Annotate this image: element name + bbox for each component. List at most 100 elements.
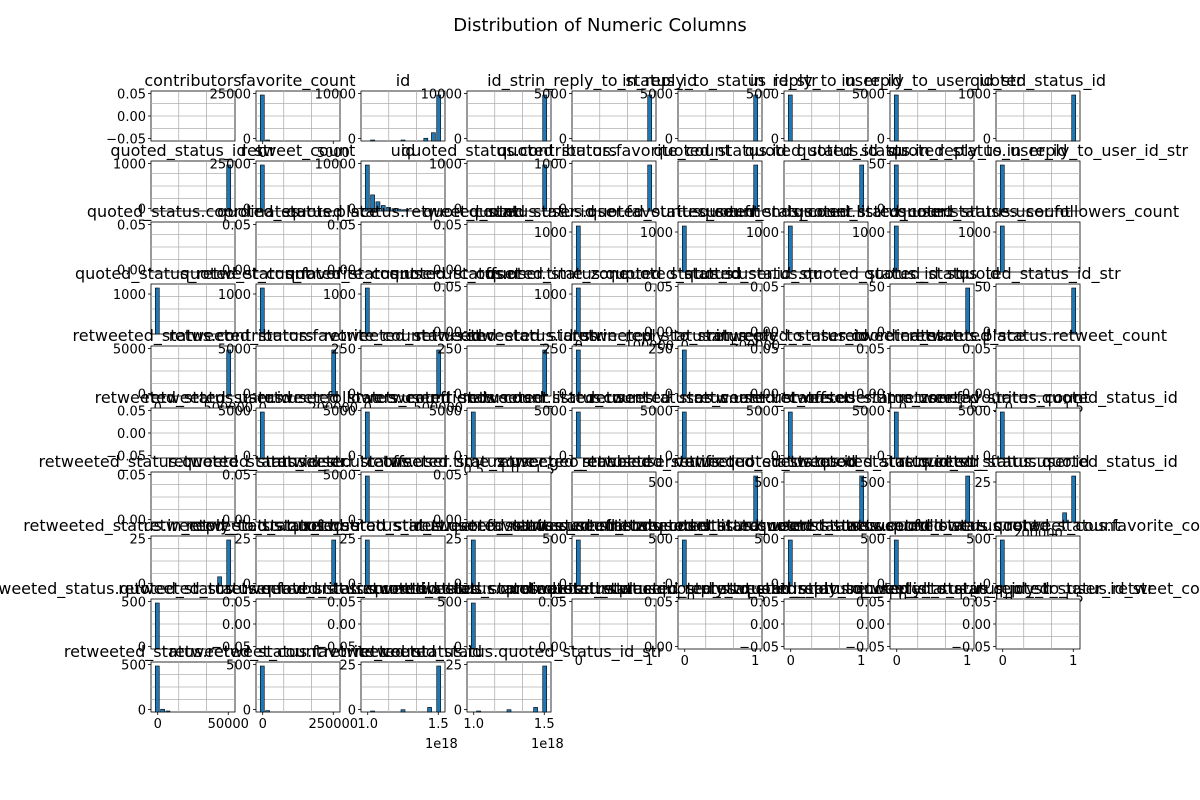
panel-title: retweeted_status.quoted_status.user.foll… [613,516,1039,536]
histogram-bar [226,539,232,587]
histogram-bar [1071,94,1077,142]
y-tick-label: 1000 [852,226,885,241]
y-tick-label: 0.05 [222,596,251,611]
x-offset-label: 1e18 [531,737,564,752]
panel-title: in_reply_to_user_id [750,71,902,91]
y-tick-label: 0 [771,578,779,593]
panel-title: quoted_status.retweet_count [286,202,519,222]
histogram-bar [265,139,270,142]
x-tick-label: 0 [787,654,795,669]
histogram-panel: retweeted_status.user.followers_count500… [144,388,451,465]
y-tick-label: 0 [243,450,251,465]
histogram-bar [647,164,653,212]
histogram-panel: retweeted_status.in_reply_to_status_id_s… [23,516,363,593]
y-tick-label: 0 [559,133,567,148]
x-tick-label: 1.5 [428,717,449,732]
histogram-bar [380,205,386,212]
y-tick-label: 0.00 [117,110,146,125]
histogram-bar [470,539,476,587]
panel-title: retweeted_status.id [324,642,482,662]
histogram-bar [647,94,653,142]
histogram-bar [364,411,370,459]
y-tick-label: 25 [445,533,462,548]
panel-title: retweeted_status.user.friends_count [258,388,548,408]
histogram-panel: retweeted_status.quoted_status.contribut… [118,579,478,656]
panel-title: quoted_status.user.id [423,202,595,222]
y-tick-label: −0.05 [106,133,146,148]
histogram-bar [859,164,865,212]
histogram-bar [436,349,442,397]
panel-title: quoted_status_id [864,264,1000,284]
y-tick-label: 0 [454,133,462,148]
histogram-panel: quoted_status.in_reply_to_user_id_str [888,141,1188,212]
histogram-panel: retweeted_status.user.verified [493,452,735,523]
histogram-panel: retweeted_status.quoted_status.in_reply_… [597,579,1055,669]
y-tick-label: 50 [868,158,885,173]
histogram-panel: quoted_status_favorite_count 1000 [180,264,416,335]
histogram-bar [226,349,232,397]
panel-title: retweeted_status.quoted_status.favorite_… [849,516,1200,536]
panel-title: quoted_status.user.listed_count [699,202,953,222]
panel-title: retweeted_status.quoted_status.retweet_c… [744,516,1121,536]
panel-title: retweeted_status.quoted_status.user.favo… [0,579,410,599]
y-tick-label: 5000 [218,405,251,420]
panel-title: retweeted_status.contributors [73,326,314,346]
panel-title: retweeted_status.quoted_status_id_str [144,516,453,536]
y-tick-label: 0 [243,704,251,719]
y-tick-label: 0 [243,388,251,403]
x-tick-label: 0 [259,146,267,161]
y-tick-label: 0.05 [327,596,356,611]
y-tick-label: 0 [877,450,885,465]
y-tick-label: 0 [877,578,885,593]
panel-title: retweeted_status.quoted_status.contribut… [118,579,478,599]
histogram-bar [999,411,1005,459]
y-tick-label: 0.05 [644,596,673,611]
y-tick-label: 0.00 [117,514,146,529]
y-tick-label: 0.05 [856,596,885,611]
histogram-panel: quoted_status.quoted_status_id1000010000… [487,264,742,354]
histogram-bar [259,287,265,335]
histogram-bar [331,349,337,397]
y-tick-label: 50 [868,281,885,296]
histogram-panel: id_str 10000 0 [421,71,552,148]
histogram-bar [1071,287,1077,335]
panel-title: in_reply_to_user_id_str [841,71,1023,91]
panel-title: retweeted_status.quoted_status.user.favo… [186,516,620,536]
x-tick-label: 1 [645,654,653,669]
y-tick-label: 0 [983,578,991,593]
histogram-bar [787,539,793,587]
y-tick-label: 0 [138,704,146,719]
y-tick-label: 0.00 [433,514,462,529]
y-tick-label: 0.05 [117,469,146,484]
panel-title: quoted_status.user.followers_count [897,202,1179,222]
histogram-bar [575,225,581,273]
histogram-panel: retweeted_status.user.statuses_count5000… [463,388,766,465]
panel-title: retweeted_status.id_str [415,326,603,346]
panel-title: in_reply_to_status_id [531,71,698,91]
y-tick-label: −0.05 [106,450,146,465]
panel-title: quoted_status_id [970,71,1106,91]
histogram-bar [391,208,397,212]
histogram-bar [431,132,436,142]
histogram-panel: retweeted_status.quoted_status.user.id 50… [774,452,1090,523]
y-tick-label: 0 [348,514,356,529]
panel-title: retweeted_status.quoted_status.retweet_c… [850,579,1200,599]
histogram-bar [893,225,899,273]
panel-title: retweeted_status.coordinates [707,326,944,346]
y-tick-label: 500 [542,533,567,548]
